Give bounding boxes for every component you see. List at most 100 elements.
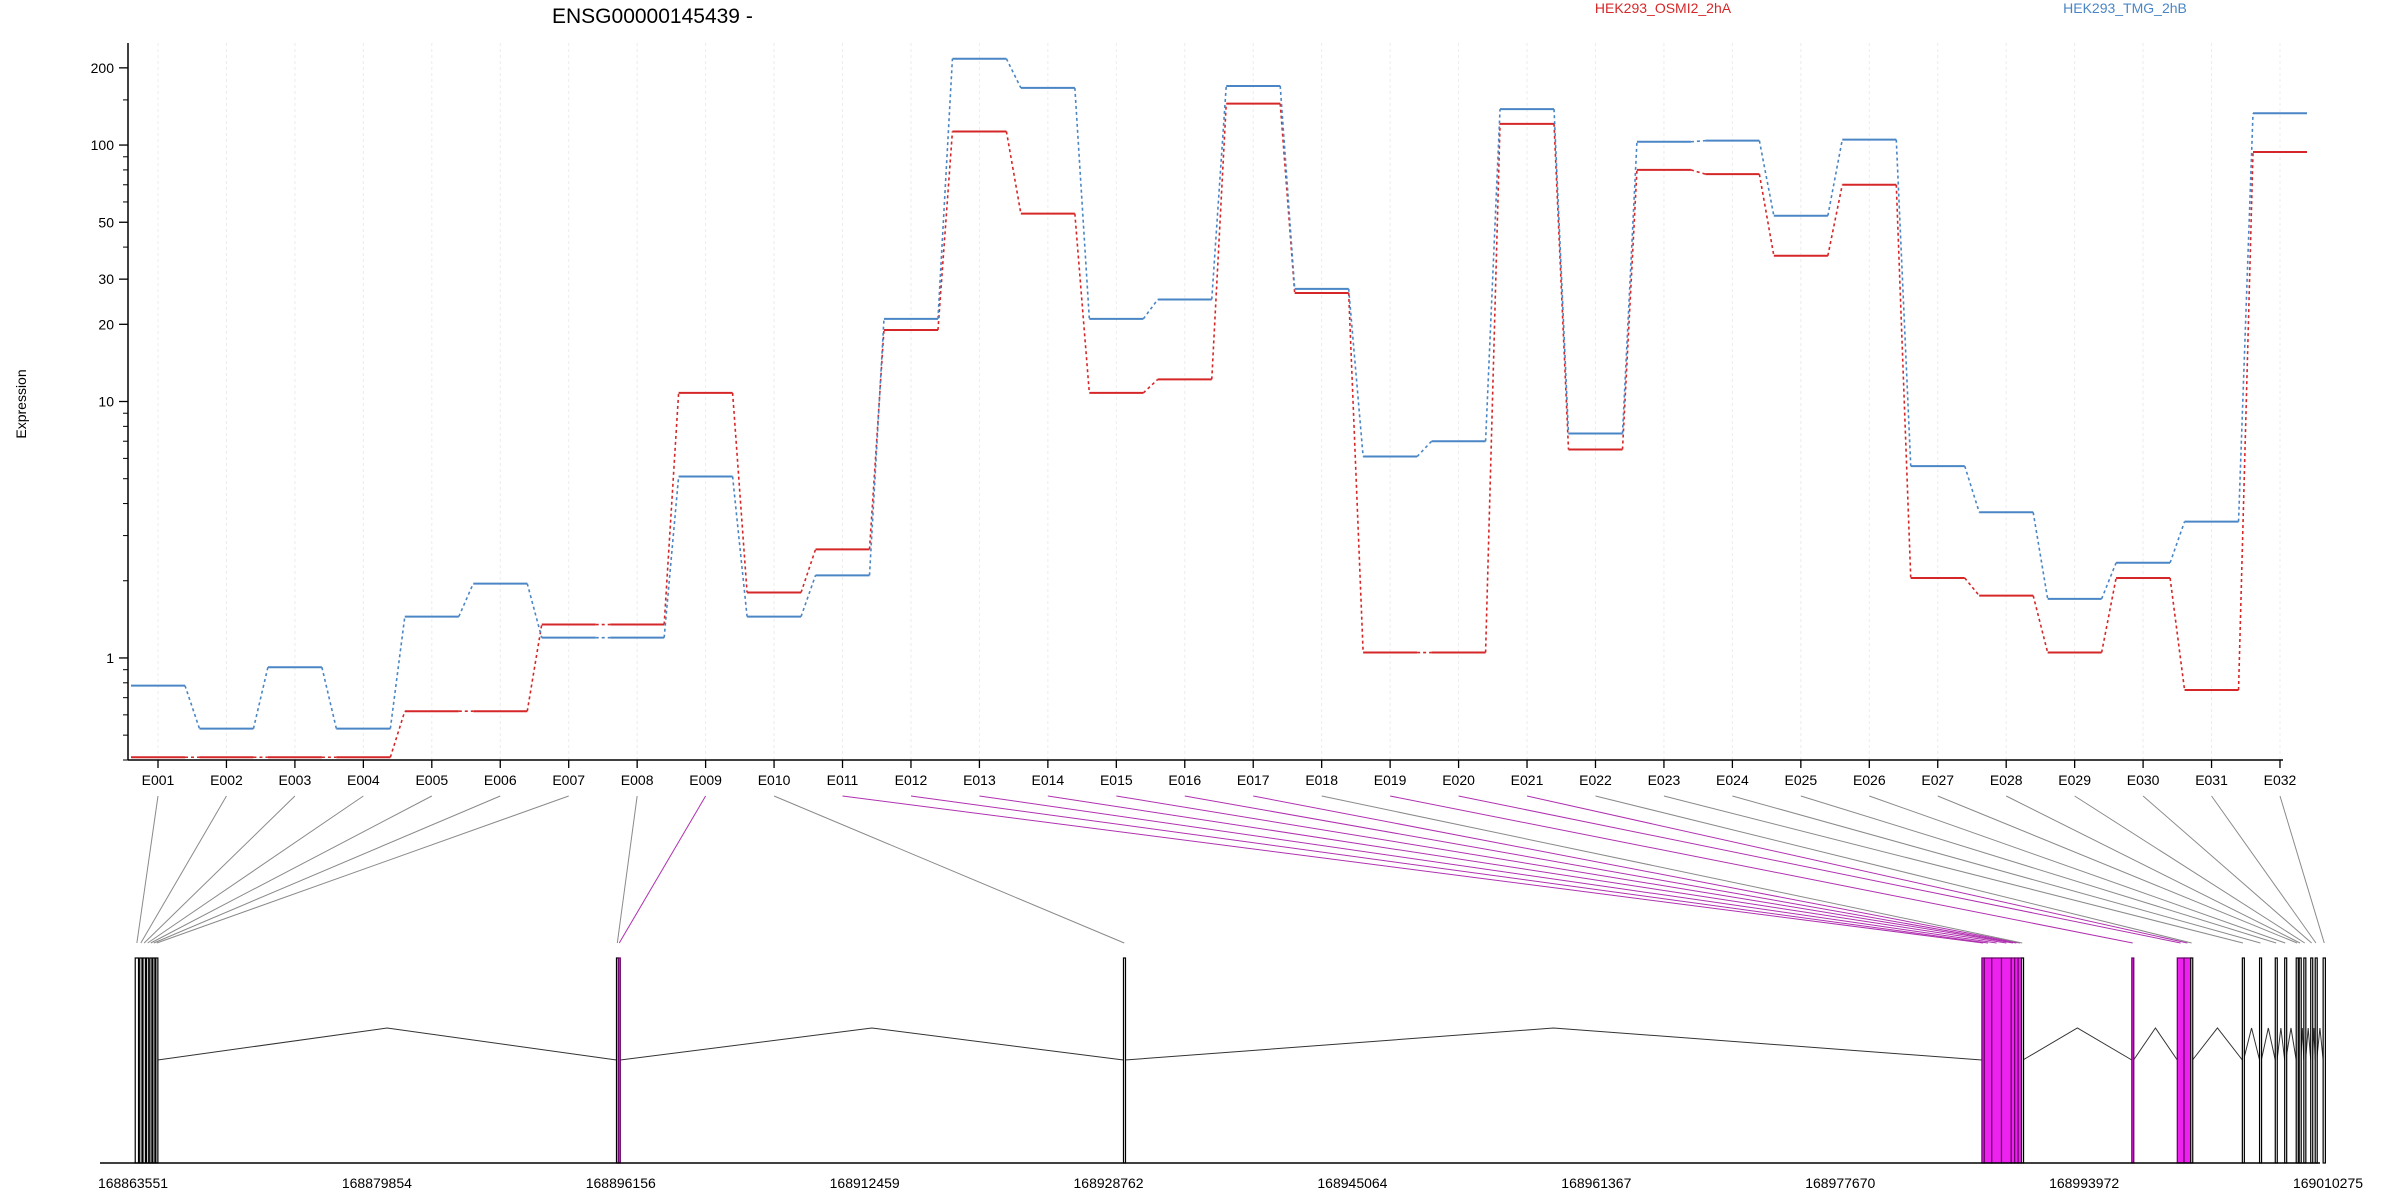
- connector-e016: [1184, 795, 2017, 944]
- series-1-connector: [1210, 103, 1228, 380]
- x-tick-label: E032: [2264, 772, 2297, 788]
- exon-box-e012: [1983, 957, 1993, 1164]
- intron-line: [2260, 1027, 2276, 1061]
- series-1-connector: [1142, 378, 1159, 394]
- series-2-connector: [1827, 139, 1844, 216]
- genome-coordinate-label: 169010275: [2293, 1175, 2363, 1191]
- exon-box-e013: [1991, 957, 2003, 1164]
- series-2-connector: [2032, 512, 2049, 599]
- intron-line: [2305, 1027, 2312, 1061]
- series-1-connector: [937, 131, 954, 331]
- series-1-connector: [1758, 174, 1775, 256]
- x-tick-label: E018: [1305, 772, 1338, 788]
- exon-box-e022: [2190, 957, 2194, 1164]
- x-tick-label: E028: [1990, 772, 2023, 788]
- exon-box-e010: [1122, 957, 1127, 1164]
- connector-e021: [1526, 795, 2188, 944]
- series-1-connector: [1074, 213, 1091, 393]
- series-2-connector: [1005, 58, 1022, 89]
- y-tick-label: 10: [98, 394, 114, 410]
- series-1-connector: [1827, 184, 1844, 256]
- exon-box-e020: [2176, 957, 2185, 1164]
- exon-box-e031: [2314, 957, 2318, 1164]
- series-1-connector: [1484, 123, 1501, 653]
- genome-coordinate-label: 168945064: [1317, 1175, 1387, 1191]
- connector-e032: [2279, 795, 2325, 944]
- connector-e006: [153, 795, 501, 944]
- exon-box-e030: [2310, 957, 2314, 1164]
- series-2-connector: [1553, 109, 1570, 434]
- connector-e018: [1321, 795, 2023, 944]
- connector-e029: [2074, 795, 2306, 944]
- exon-box-e027: [2295, 957, 2299, 1164]
- y-tick-label: 50: [98, 214, 114, 230]
- x-tick-label: E031: [2195, 772, 2228, 788]
- connector-e005: [150, 795, 433, 944]
- connector-e001: [136, 795, 159, 944]
- series-1-connector: [2237, 151, 2254, 691]
- connector-e011: [842, 795, 1984, 944]
- series-1-connector: [1005, 131, 1022, 214]
- intron-line: [2192, 1027, 2243, 1061]
- y-tick-label: 20: [98, 316, 114, 332]
- connector-e013: [979, 795, 1997, 944]
- series-1-connector: [868, 329, 885, 550]
- x-tick-label: E021: [1511, 772, 1544, 788]
- intron-line: [2276, 1027, 2286, 1061]
- x-tick-label: E024: [1716, 772, 1749, 788]
- series-2-connector: [1416, 440, 1433, 458]
- x-tick-label: E022: [1579, 772, 1612, 788]
- connector-e012: [910, 795, 1989, 944]
- intron-line: [2243, 1027, 2261, 1061]
- axes: 1 10 20 30 50 100 200 E001 E002 E003 E004 E005 E006 E…: [91, 43, 2297, 788]
- connector-e004: [147, 795, 364, 944]
- series-1-connector: [2100, 577, 2117, 653]
- intron-line: [620, 1027, 1124, 1061]
- x-tick-label: E023: [1648, 772, 1681, 788]
- x-tick-label: E008: [621, 772, 654, 788]
- series-2-connector: [389, 616, 406, 729]
- series-2-connector: [868, 318, 885, 576]
- exon-box-e006: [152, 957, 156, 1164]
- x-tick-label: E006: [484, 772, 517, 788]
- series-2-connector: [1347, 288, 1364, 457]
- gene-model-track: 168863551 168879854 168896156 168912459 1689…: [98, 957, 2363, 1191]
- series-2: [131, 57, 2307, 730]
- exon-box-e005: [149, 957, 153, 1164]
- x-tick-label: E025: [1784, 772, 1817, 788]
- connector-e003: [143, 795, 296, 944]
- exon-box-e002: [139, 957, 143, 1164]
- legend-entry-osmi2: HEK293_OSMI2_2hA: [1595, 0, 1732, 16]
- x-tick-label: E003: [279, 772, 312, 788]
- y-axis-label: Expression: [13, 369, 29, 438]
- connector-e030: [2142, 795, 2312, 944]
- x-tick-label: E017: [1237, 772, 1270, 788]
- x-gridlines: [157, 43, 2281, 760]
- x-tick-label: E010: [758, 772, 791, 788]
- intron-line: [157, 1027, 617, 1061]
- connector-e027: [1937, 795, 2298, 944]
- series-1-connector: [1895, 184, 1912, 579]
- series-2-connector: [458, 583, 474, 617]
- connector-e017: [1253, 795, 2020, 944]
- series-2-connector: [252, 667, 269, 729]
- genome-coordinate-label: 168896156: [586, 1175, 656, 1191]
- series-2-connector: [1621, 141, 1638, 434]
- genome-coordinate-label: 168977670: [1805, 1175, 1875, 1191]
- chart-title: ENSG00000145439 -: [552, 5, 753, 28]
- connector-e023: [1663, 795, 2244, 944]
- exon-box-e025: [2274, 957, 2278, 1164]
- connector-e024: [1732, 795, 2261, 944]
- exon-connector-lines: [136, 795, 2325, 944]
- series-1-connector: [1621, 169, 1638, 450]
- exon-box-e024: [2258, 957, 2263, 1164]
- y-tick-label: 100: [91, 137, 115, 153]
- genome-coordinate-label: 168961367: [1561, 1175, 1631, 1191]
- series-2-connector: [1484, 109, 1501, 442]
- genome-coordinate-label: 168863551: [98, 1175, 168, 1191]
- series-1-connector: [389, 710, 406, 758]
- connector-e002: [140, 795, 227, 944]
- series-2-connector: [2100, 562, 2117, 600]
- x-tick-label: E001: [142, 772, 175, 788]
- genome-coordinate-label: 168879854: [342, 1175, 412, 1191]
